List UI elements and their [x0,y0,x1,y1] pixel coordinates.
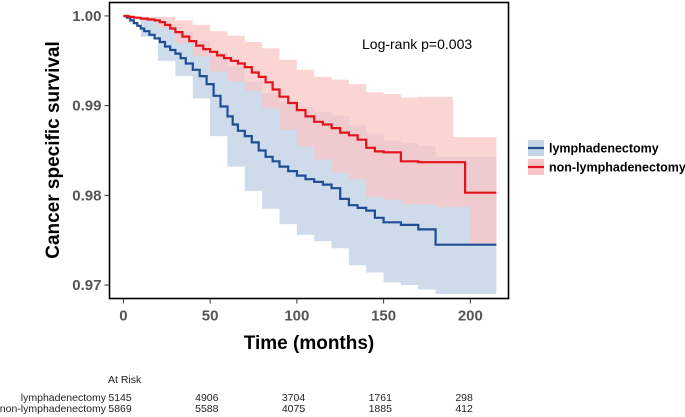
legend-label-lymphadenectomy: lymphadenectomy [549,142,659,156]
log-rank-annotation: Log-rank p=0.003 [362,36,472,52]
survival-line-lymphadenectomy [123,14,497,246]
risk-table-title: At Risk [108,374,142,386]
risk-count: 5588 [195,403,219,415]
plot-panel-border [108,1,510,300]
legend: lymphadenectomy non-lymphadenectomy [528,140,685,175]
x-tick-label: 150 [371,308,396,325]
y-axis: 0.97 0.98 0.99 1.00 [72,8,110,294]
survival-curves [123,14,497,246]
risk-count: 412 [455,403,473,415]
x-axis-title: Time (months) [244,333,375,354]
risk-count: 4075 [282,403,306,415]
x-tick-label: 50 [202,308,219,325]
risk-count: 1761 [369,392,393,404]
y-tick-label: 0.99 [72,98,101,115]
confidence-bands [123,16,497,294]
survival-line-non-lymphadenectomy [123,14,497,194]
legend-label-non-lymphadenectomy: non-lymphadenectomy [549,161,685,175]
x-tick-label: 200 [458,308,483,325]
risk-count: 3704 [282,392,306,404]
ci-band-non-lymphadenectomy [123,16,497,245]
risk-count: 5145 [108,392,132,404]
y-tick-label: 0.97 [72,277,101,294]
x-axis: 0 50 100 150 200 [119,298,483,325]
risk-row-label: non-lymphadenectomy [0,403,107,415]
risk-count: 5869 [108,403,132,415]
risk-row-label: lymphadenectomy [21,392,107,404]
y-axis-title: Cancer specific survival [43,41,64,259]
y-tick-label: 1.00 [72,8,101,25]
risk-count: 298 [455,392,473,404]
y-tick-label: 0.98 [72,187,101,204]
risk-count: 4906 [195,392,219,404]
x-tick-label: 0 [119,308,127,325]
x-tick-label: 100 [284,308,309,325]
risk-count: 1885 [369,403,393,415]
